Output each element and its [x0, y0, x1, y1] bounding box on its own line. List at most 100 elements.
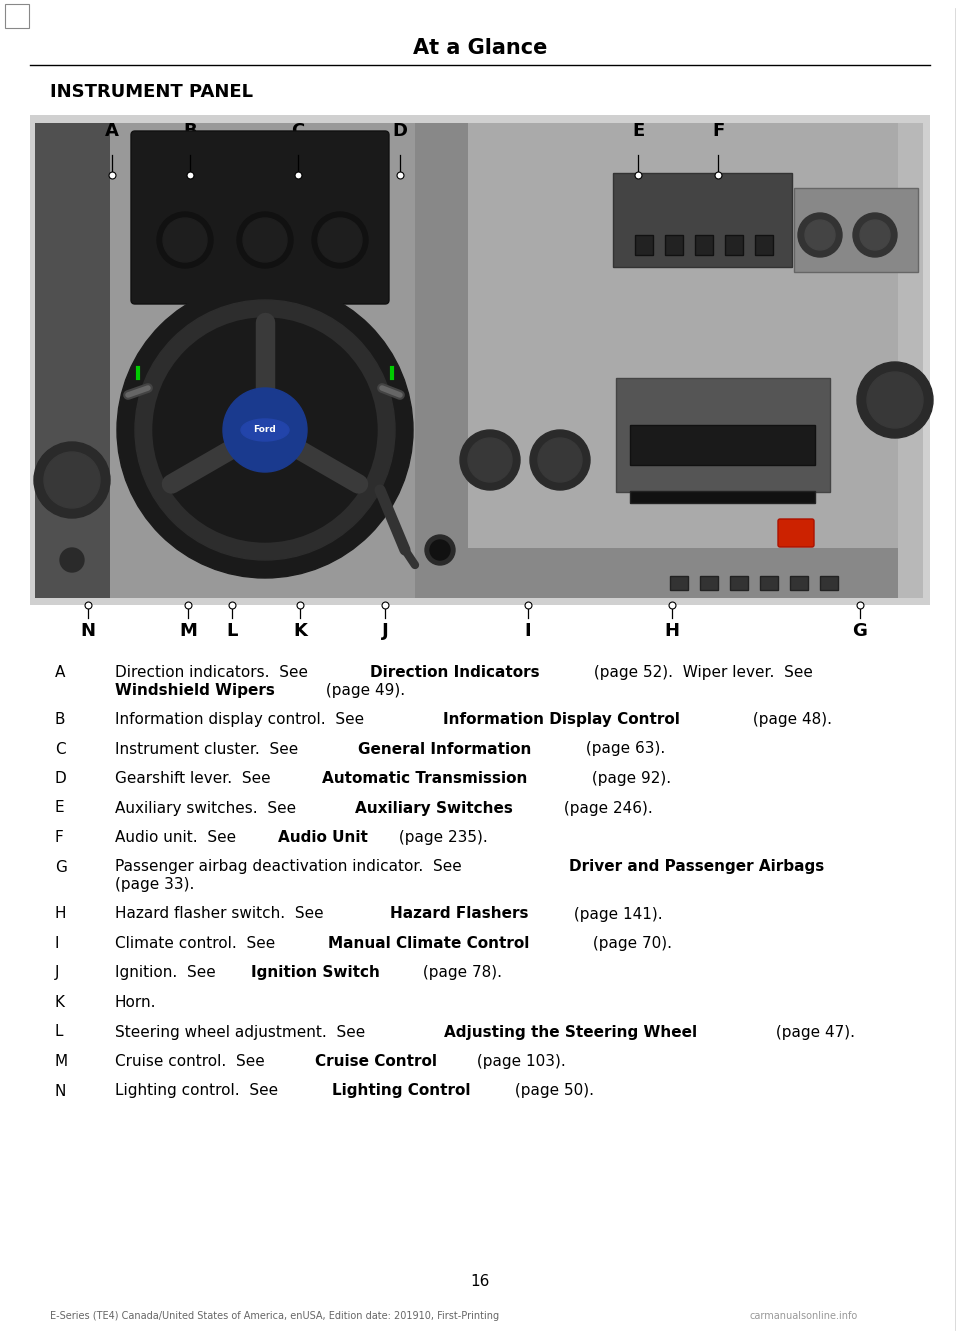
Text: Horn.: Horn. [115, 995, 156, 1009]
Text: (page 103).: (page 103). [472, 1054, 565, 1070]
Text: E: E [632, 122, 644, 140]
Text: Ignition.  See: Ignition. See [115, 965, 221, 980]
Circle shape [60, 548, 84, 572]
Text: E-Series (TE4) Canada/United States of America, enUSA, Edition date: 201910, Fir: E-Series (TE4) Canada/United States of A… [50, 1312, 499, 1321]
Text: I: I [525, 622, 531, 640]
Text: B: B [55, 713, 65, 727]
Text: B: B [183, 122, 197, 140]
Text: (page 47).: (page 47). [771, 1024, 854, 1039]
Text: (page 235).: (page 235). [394, 830, 488, 845]
Text: carmanualsonline.info: carmanualsonline.info [750, 1312, 858, 1321]
Text: Audio Unit: Audio Unit [277, 830, 368, 845]
Circle shape [44, 452, 100, 508]
Text: Lighting control.  See: Lighting control. See [115, 1083, 283, 1099]
Text: (page 50).: (page 50). [511, 1083, 594, 1099]
FancyBboxPatch shape [131, 131, 389, 303]
Bar [665, 235, 683, 255]
Circle shape [163, 218, 207, 262]
FancyBboxPatch shape [778, 519, 814, 547]
Bar [635, 235, 653, 255]
Text: Driver and Passenger Airbags: Driver and Passenger Airbags [568, 860, 824, 874]
Circle shape [153, 318, 377, 541]
Text: C: C [55, 742, 65, 757]
Ellipse shape [241, 418, 289, 441]
Circle shape [425, 535, 455, 566]
Text: G: G [55, 860, 67, 874]
Circle shape [312, 213, 368, 267]
Text: (page 49).: (page 49). [322, 682, 405, 698]
Text: N: N [55, 1083, 66, 1099]
Text: H: H [55, 906, 66, 921]
FancyBboxPatch shape [415, 123, 475, 598]
Bar [760, 576, 778, 590]
Text: A: A [105, 122, 119, 140]
Circle shape [538, 439, 582, 483]
Circle shape [857, 362, 933, 439]
Text: Passenger airbag deactivation indicator.  See: Passenger airbag deactivation indicator.… [115, 860, 467, 874]
Circle shape [530, 431, 590, 489]
Circle shape [223, 388, 307, 472]
Text: C: C [292, 122, 304, 140]
Text: L: L [227, 622, 238, 640]
Bar [670, 576, 688, 590]
Text: G: G [852, 622, 868, 640]
Text: Auxiliary Switches: Auxiliary Switches [355, 801, 513, 816]
Circle shape [135, 299, 395, 560]
Bar [5, 4, 29, 28]
Text: Information display control.  See: Information display control. See [115, 713, 369, 727]
Text: Steering wheel adjustment.  See: Steering wheel adjustment. See [115, 1024, 371, 1039]
Text: A: A [55, 664, 65, 681]
Text: At a Glance: At a Glance [413, 37, 547, 57]
Text: (page 92).: (page 92). [588, 771, 671, 786]
Text: Cruise Control: Cruise Control [315, 1054, 437, 1070]
Bar [695, 235, 713, 255]
Text: Hazard flasher switch.  See: Hazard flasher switch. See [115, 906, 328, 921]
Text: Instrument cluster.  See: Instrument cluster. See [115, 742, 303, 757]
Text: J: J [382, 622, 389, 640]
Text: (page 33).: (page 33). [115, 877, 194, 892]
Text: (page 63).: (page 63). [582, 742, 665, 757]
Circle shape [853, 213, 897, 257]
Text: D: D [55, 771, 67, 786]
Text: L: L [55, 1024, 63, 1039]
Text: 16: 16 [470, 1274, 490, 1289]
Text: Hazard Flashers: Hazard Flashers [391, 906, 529, 921]
Circle shape [318, 218, 362, 262]
Circle shape [34, 443, 110, 517]
Text: INSTRUMENT PANEL: INSTRUMENT PANEL [50, 83, 253, 102]
Text: J: J [55, 965, 60, 980]
Text: M: M [180, 622, 197, 640]
Text: Direction Indicators: Direction Indicators [371, 664, 540, 681]
Bar [110, 123, 420, 598]
Text: K: K [293, 622, 307, 640]
Text: Cruise control.  See: Cruise control. See [115, 1054, 270, 1070]
Text: Lighting Control: Lighting Control [332, 1083, 470, 1099]
Text: General Information: General Information [358, 742, 531, 757]
Bar [790, 576, 808, 590]
Text: H: H [664, 622, 680, 640]
Text: E: E [55, 801, 64, 816]
Text: Gearshift lever.  See: Gearshift lever. See [115, 771, 276, 786]
Circle shape [798, 213, 842, 257]
Circle shape [867, 372, 923, 428]
Circle shape [157, 213, 213, 267]
Text: Windshield Wipers: Windshield Wipers [115, 682, 275, 698]
Text: F: F [55, 830, 63, 845]
Circle shape [468, 439, 512, 483]
Text: Adjusting the Steering Wheel: Adjusting the Steering Wheel [444, 1024, 697, 1039]
FancyBboxPatch shape [616, 378, 830, 492]
Circle shape [860, 221, 890, 250]
Circle shape [805, 221, 835, 250]
Text: N: N [81, 622, 95, 640]
Text: Climate control.  See: Climate control. See [115, 936, 280, 951]
Circle shape [117, 282, 413, 578]
Ellipse shape [237, 416, 293, 444]
Bar [468, 548, 898, 598]
Circle shape [460, 431, 520, 489]
Text: (page 141).: (page 141). [569, 906, 662, 921]
Circle shape [243, 218, 287, 262]
Bar [820, 576, 838, 590]
Text: (page 48).: (page 48). [749, 713, 832, 727]
Bar [30, 115, 930, 606]
Text: Automatic Transmission: Automatic Transmission [323, 771, 527, 786]
